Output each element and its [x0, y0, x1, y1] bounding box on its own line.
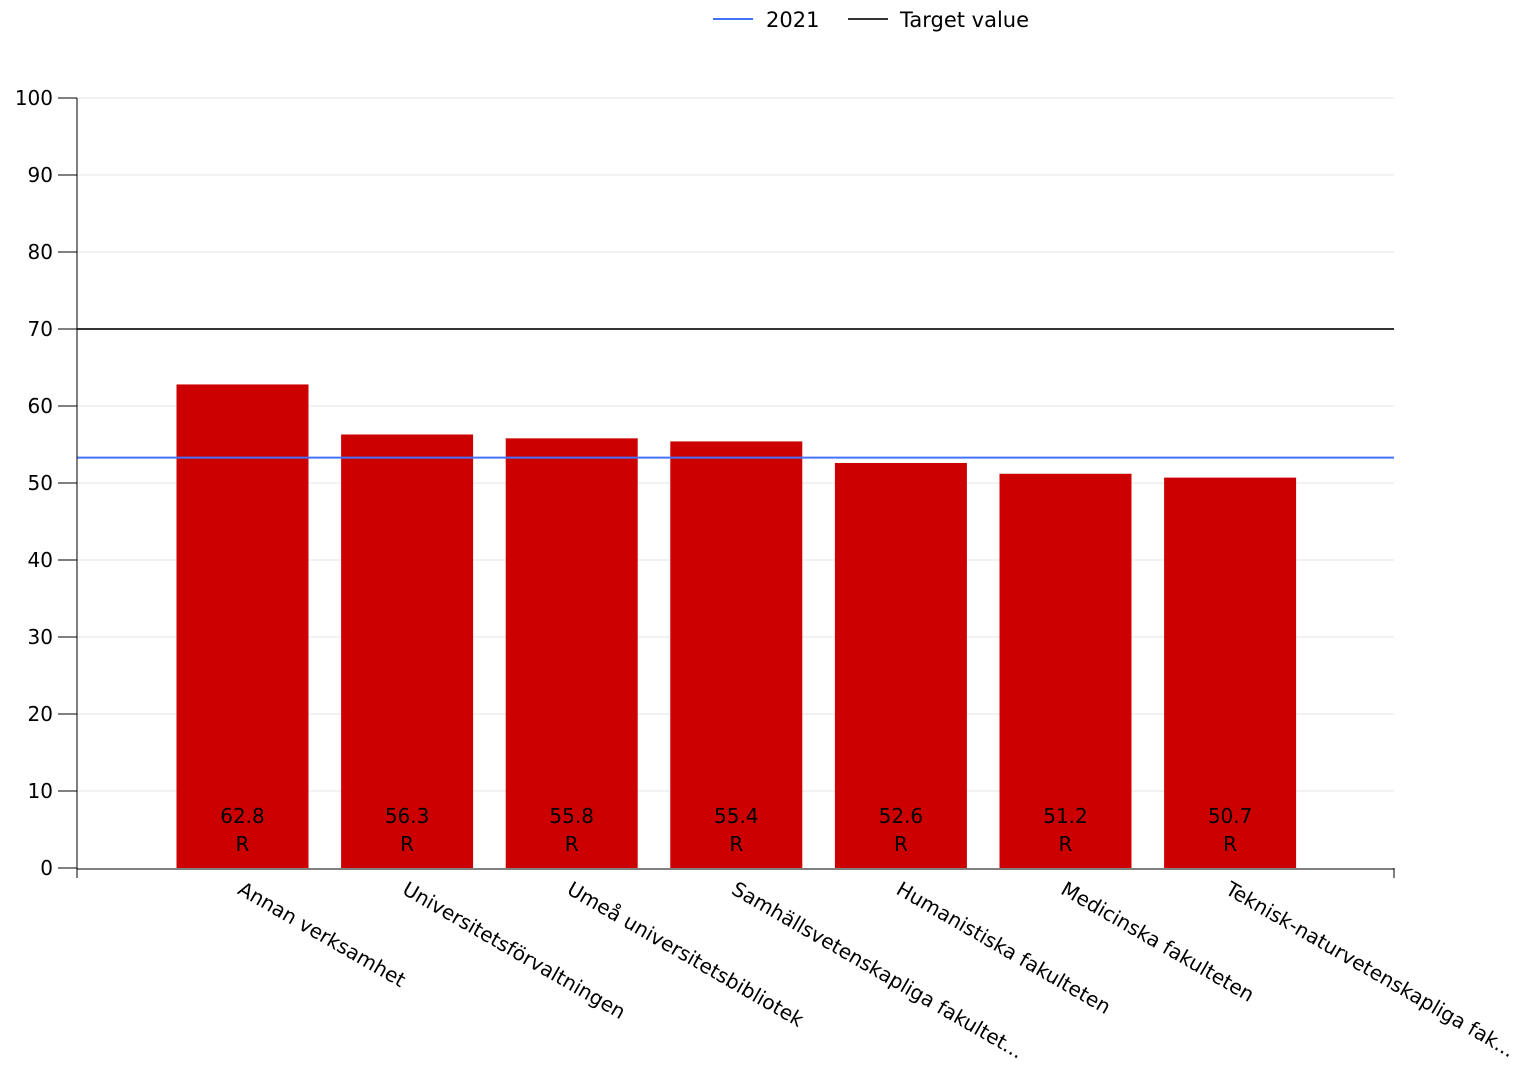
legend-label: 2021 — [766, 8, 819, 32]
bar-sublabel: R — [894, 832, 908, 856]
y-tick-label: 80 — [28, 240, 53, 264]
x-tick-label: Samhällsvetenskapliga fakultet... — [728, 877, 1028, 1064]
reference-lines — [77, 328, 1394, 459]
bar-value-label: 55.4 — [714, 804, 759, 828]
y-tick-label: 20 — [28, 702, 53, 726]
bar-sublabel: R — [236, 832, 250, 856]
x-tick-label: Annan verksamhet — [234, 877, 410, 992]
y-tick-label: 70 — [28, 317, 53, 341]
bar — [670, 441, 803, 868]
bar-sublabel: R — [400, 832, 414, 856]
bar — [341, 434, 474, 868]
bar — [1164, 477, 1297, 868]
bar — [999, 473, 1132, 868]
bar-value-label: 62.8 — [220, 804, 265, 828]
axes — [76, 98, 1395, 878]
bars — [176, 384, 1297, 868]
x-axis-ticks: Annan verksamhetUniversitetsförvaltninge… — [234, 876, 1519, 1064]
bar-sublabel: R — [1223, 832, 1237, 856]
y-tick-label: 10 — [28, 779, 53, 803]
legend: 2021 Target value — [713, 8, 1029, 32]
x-tick-label: Teknisk-naturvetenskapliga fak... — [1221, 876, 1519, 1062]
y-axis-ticks: 0 10 20 30 40 50 60 70 80 90 100 — [15, 86, 77, 880]
y-tick-label: 90 — [28, 163, 53, 187]
y-tick-label: 60 — [28, 394, 53, 418]
bar — [505, 438, 638, 868]
y-tick-label: 50 — [28, 471, 53, 495]
bar-value-label: 50.7 — [1208, 804, 1253, 828]
legend-label: Target value — [899, 8, 1029, 32]
y-tick-label: 30 — [28, 625, 53, 649]
bar-value-label: 55.8 — [549, 804, 594, 828]
bar-sublabel: R — [565, 832, 579, 856]
bar-labels: 62.8 R 56.3 R 55.8 R 55.4 R 52.6 R 51.2 R 50.7 R — [220, 804, 1252, 856]
bar — [176, 384, 309, 868]
bar-value-label: 52.6 — [879, 804, 924, 828]
bar-value-label: 56.3 — [385, 804, 430, 828]
y-tick-label: 40 — [28, 548, 53, 572]
y-tick-label: 0 — [40, 856, 53, 880]
bar-value-label: 51.2 — [1043, 804, 1088, 828]
bar-sublabel: R — [729, 832, 743, 856]
y-tick-label: 100 — [15, 86, 53, 110]
bar — [834, 462, 967, 868]
bar-sublabel: R — [1059, 832, 1073, 856]
